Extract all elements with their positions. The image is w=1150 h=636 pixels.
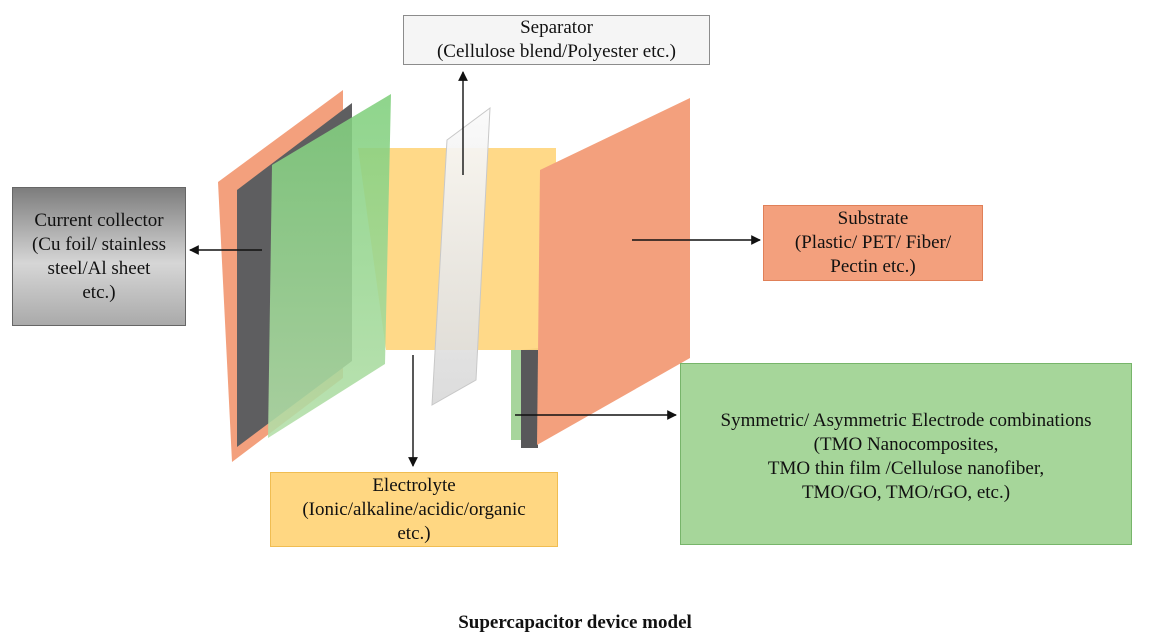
electrode-detail-1: (TMO Nanocomposites, xyxy=(813,434,999,455)
separator-label-box: Separator (Cellulose blend/Polyester etc… xyxy=(403,15,710,65)
electrolyte-label-box: Electrolyte (Ionic/alkaline/acidic/organ… xyxy=(270,472,558,547)
electrolyte-title: Electrolyte xyxy=(372,474,456,496)
electrolyte-detail-2: etc.) xyxy=(397,522,431,544)
current-collector-detail-1: (Cu foil/ stainless xyxy=(31,233,167,255)
substrate-label-box: Substrate (Plastic/ PET/ Fiber/ Pectin e… xyxy=(763,205,983,281)
electrode-label-box: Symmetric/ Asymmetric Electrode combinat… xyxy=(680,363,1132,545)
current-collector-title: Current collector xyxy=(34,209,164,231)
current-collector-detail-2: steel/Al sheet xyxy=(47,257,151,279)
separator-title: Separator xyxy=(520,17,593,38)
separator-detail: (Cellulose blend/Polyester etc.) xyxy=(436,41,677,62)
substrate-detail-1: (Plastic/ PET/ Fiber/ xyxy=(794,232,952,253)
current-collector-label-box: Current collector (Cu foil/ stainless st… xyxy=(12,187,186,326)
right-collector-layer xyxy=(521,348,538,448)
electrode-detail-3: TMO/GO, TMO/rGO, etc.) xyxy=(801,482,1011,503)
figure-caption: Supercapacitor device model xyxy=(458,612,692,633)
substrate-detail-2: Pectin etc.) xyxy=(830,256,916,277)
separator-layer xyxy=(431,106,491,406)
electrolyte-detail-1: (Ionic/alkaline/acidic/organic xyxy=(302,498,526,520)
current-collector-detail-3: etc.) xyxy=(82,281,116,303)
electrode-detail-2: TMO thin film /Cellulose nanofiber, xyxy=(767,458,1045,479)
right-substrate-layer xyxy=(537,98,690,445)
electrode-title: Symmetric/ Asymmetric Electrode combinat… xyxy=(720,410,1092,431)
substrate-title: Substrate xyxy=(837,208,909,229)
left-electrode-layer xyxy=(268,94,391,438)
